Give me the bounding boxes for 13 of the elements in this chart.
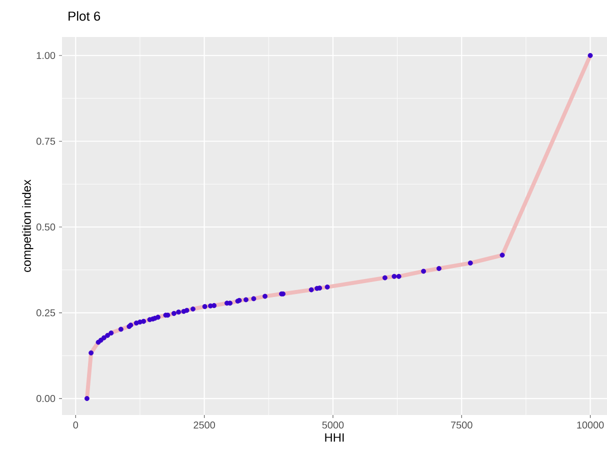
x-tick-label: 2500 — [194, 422, 215, 429]
x-tick-label: 0 — [73, 422, 78, 429]
y-tick-label: 0.25 — [36, 309, 56, 316]
y-axis-title: competition index — [22, 180, 34, 272]
x-axis-title: HHI — [325, 433, 344, 442]
y-tick-label: 0.75 — [36, 138, 56, 145]
y-tick-label: 0.50 — [36, 223, 56, 231]
x-tick-label: 10000 — [577, 422, 604, 429]
chart-title: Plot 6 — [68, 11, 100, 21]
y-tick-label: 0.00 — [36, 394, 56, 402]
y-tick-label: 1.00 — [36, 52, 56, 60]
x-tick-label: 5000 — [322, 422, 344, 429]
x-tick-label: 7500 — [451, 422, 472, 429]
